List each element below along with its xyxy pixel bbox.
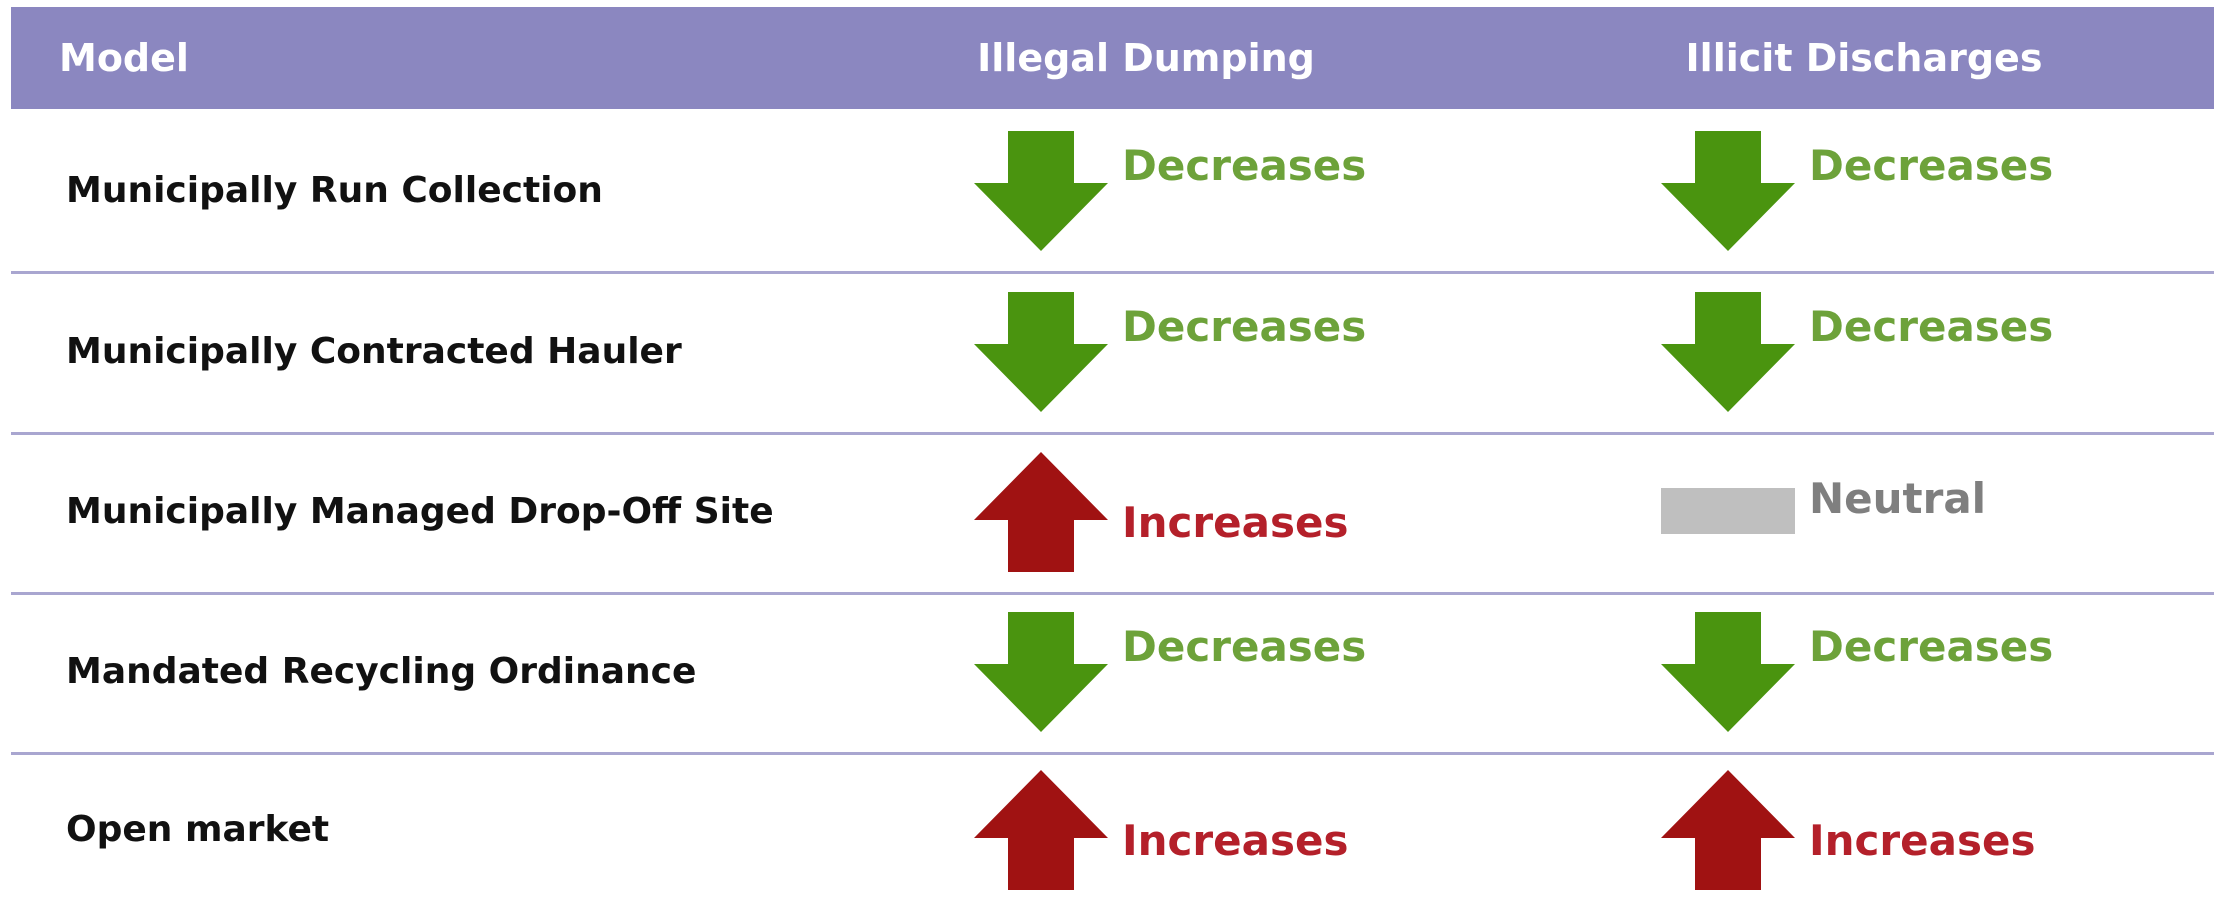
down-arrow — [974, 612, 1108, 732]
down-arrow — [1661, 292, 1795, 412]
down-arrow — [974, 292, 1108, 412]
effect-icon — [1661, 292, 1795, 412]
effect-label: Increases — [1122, 498, 1349, 547]
effect-label: Decreases — [1122, 302, 1367, 351]
up-arrow — [1661, 770, 1795, 890]
effect-label: Increases — [1809, 816, 2036, 865]
table-row: Mandated Recycling Ordinance Decreases Dec… — [11, 592, 2214, 755]
effect-icon — [1661, 488, 1795, 534]
up-arrow — [974, 452, 1108, 572]
effect-icon — [974, 452, 1108, 572]
neutral-bar — [1661, 488, 1795, 534]
down-arrow — [1661, 131, 1795, 251]
header-cell: Illegal Dumping — [977, 36, 1315, 80]
model-name: Municipally Managed Drop-Off Site — [66, 491, 774, 532]
down-arrow — [974, 131, 1108, 251]
table-row: Open market Increases Increases — [11, 750, 2214, 910]
effect-icon — [1661, 131, 1795, 251]
table-row: Municipally Run Collection Decreases Decre… — [11, 111, 2214, 274]
effect-label: Neutral — [1809, 474, 1987, 523]
header-cell: Model — [59, 36, 189, 80]
effect-label: Decreases — [1122, 141, 1367, 190]
header-cell: Illicit Discharges — [1685, 36, 2043, 80]
effect-icon — [1661, 770, 1795, 890]
effect-icon — [974, 131, 1108, 251]
model-name: Mandated Recycling Ordinance — [66, 651, 697, 692]
model-name: Municipally Contracted Hauler — [66, 331, 682, 372]
effect-label: Increases — [1122, 816, 1349, 865]
model-name: Municipally Run Collection — [66, 170, 603, 211]
table-row: Municipally Contracted Hauler Decreases De… — [11, 272, 2214, 435]
up-arrow — [974, 770, 1108, 890]
table-row: Municipally Managed Drop-Off Site Increas… — [11, 432, 2214, 595]
effect-label: Decreases — [1809, 622, 2054, 671]
table-header: Model Illegal Dumping Illicit Discharges — [11, 7, 2214, 109]
effect-label: Decreases — [1809, 141, 2054, 190]
effect-label: Decreases — [1122, 622, 1367, 671]
effect-icon — [974, 612, 1108, 732]
down-arrow — [1661, 612, 1795, 732]
effect-icon — [974, 292, 1108, 412]
effect-icon — [974, 770, 1108, 890]
model-name: Open market — [66, 809, 330, 850]
effect-label: Decreases — [1809, 302, 2054, 351]
effect-icon — [1661, 612, 1795, 732]
